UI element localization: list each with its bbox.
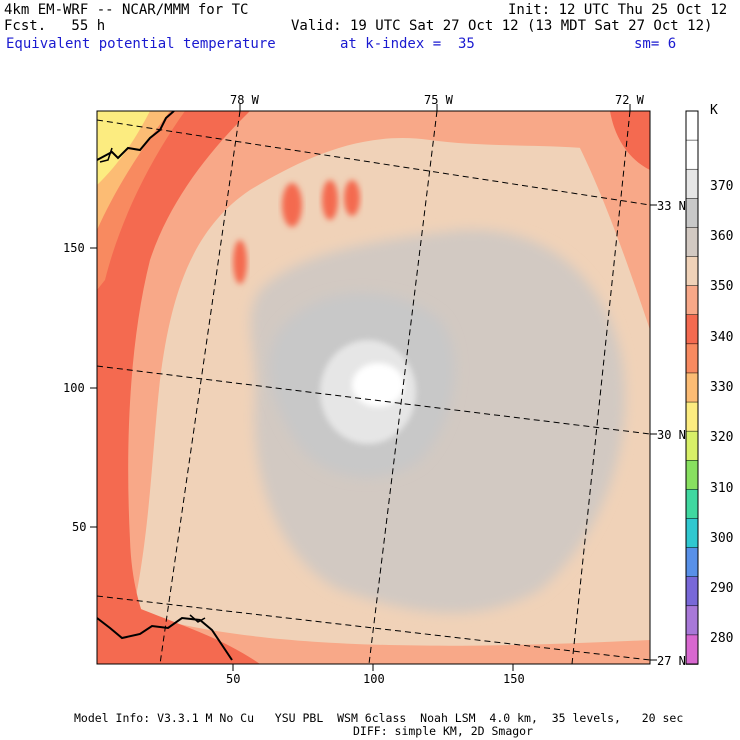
- x-tick-150: 150: [503, 672, 525, 686]
- lat-label-27n: 27 N: [657, 654, 686, 668]
- field-name: Equivalent potential temperature: [6, 36, 276, 52]
- colorbar-label-360: 360: [710, 229, 734, 244]
- colorbar-label-320: 320: [710, 430, 734, 445]
- colorbar-swatch: [685, 227, 699, 258]
- colorbar-label-310: 310: [710, 481, 734, 496]
- colorbar-swatch: [685, 401, 699, 432]
- colorbar-swatch: [685, 518, 699, 549]
- lon-label-72w: 72 W: [615, 93, 644, 107]
- colorbar-swatch: [685, 605, 699, 636]
- colorbar-swatch: [685, 547, 699, 578]
- y-tick-150: 150: [63, 241, 85, 255]
- map-field: [97, 111, 650, 664]
- x-tick-100: 100: [363, 672, 385, 686]
- colorbar-swatch: [685, 372, 699, 403]
- model-title: 4km EM-WRF -- NCAR/MMM for TC: [4, 2, 249, 18]
- colorbar-swatch: [685, 168, 699, 200]
- valid-time: Valid: 19 UTC Sat 27 Oct 12 (13 MDT Sat …: [291, 18, 713, 34]
- lon-label-78w: 78 W: [230, 93, 259, 107]
- colorbar-label-300: 300: [710, 531, 734, 546]
- colorbar-swatch: [685, 285, 699, 316]
- colorbar-swatch: [685, 430, 699, 462]
- colorbar-swatch: [685, 198, 699, 229]
- y-tick-50: 50: [72, 520, 87, 534]
- y-tick-100: 100: [63, 381, 85, 395]
- colorbar-label-290: 290: [710, 581, 734, 596]
- lon-label-75w: 75 W: [424, 93, 453, 107]
- level-label: at k-index = 35: [340, 36, 475, 52]
- colorbar-unit: K: [710, 103, 718, 118]
- colorbar-swatch: [685, 110, 699, 141]
- colorbar-swatch: [685, 139, 699, 170]
- colorbar-swatch: [685, 460, 699, 491]
- forecast-hour: Fcst. 55 h: [4, 18, 106, 34]
- colorbar: [685, 110, 699, 665]
- init-time: Init: 12 UTC Thu 25 Oct 12: [508, 2, 728, 18]
- colorbar-label-350: 350: [710, 279, 734, 294]
- colorbar-swatch: [685, 576, 699, 607]
- colorbar-swatch: [685, 343, 699, 374]
- colorbar-swatch: [685, 256, 699, 287]
- colorbar-swatch: [685, 314, 699, 345]
- colorbar-swatch: [685, 634, 699, 665]
- smoothing-label: sm= 6: [634, 36, 677, 52]
- colorbar-swatch: [685, 489, 699, 520]
- diffusion-info: DIFF: simple KM, 2D Smagor: [353, 724, 534, 738]
- colorbar-label-370: 370: [710, 179, 734, 194]
- colorbar-label-340: 340: [710, 330, 734, 345]
- colorbar-border: [685, 110, 699, 665]
- x-tick-50: 50: [226, 672, 241, 686]
- colorbar-label-280: 280: [710, 631, 734, 646]
- model-info: Model Info: V3.3.1 M No Cu YSU PBL WSM 6…: [74, 711, 684, 725]
- lat-label-30n: 30 N: [657, 428, 686, 442]
- colorbar-label-330: 330: [710, 380, 734, 395]
- lat-label-33n: 33 N: [657, 199, 686, 213]
